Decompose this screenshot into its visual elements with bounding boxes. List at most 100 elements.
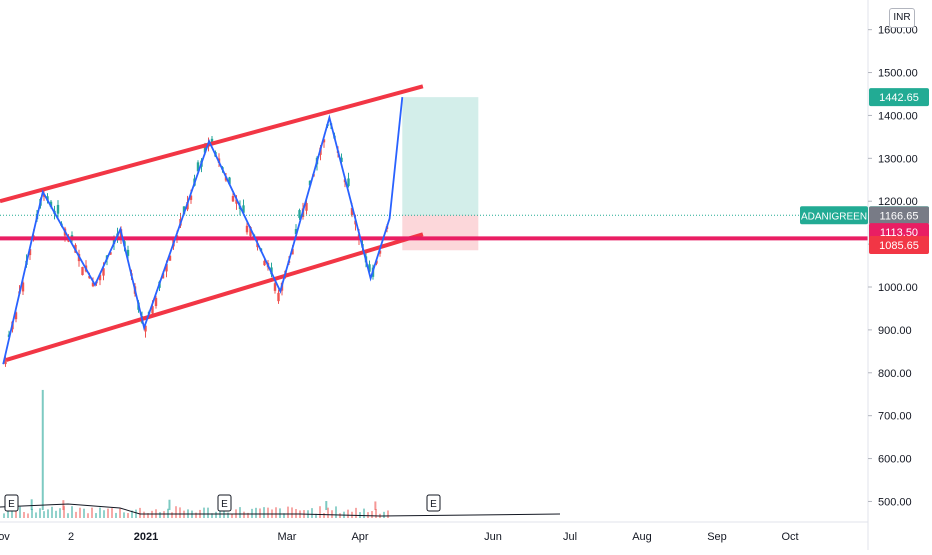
channel-lower-line xyxy=(5,232,424,362)
time-axis-label: 2021 xyxy=(134,531,158,543)
volume-bar xyxy=(347,509,349,518)
candle-body xyxy=(91,282,95,287)
candle-body xyxy=(249,227,252,236)
currency-label: INR xyxy=(893,12,911,23)
candle-body xyxy=(231,196,235,202)
volume-bar xyxy=(43,511,45,518)
volume-bar xyxy=(30,499,33,511)
volume-bar xyxy=(223,508,225,518)
price-tag-label: 1166.65 xyxy=(880,211,919,223)
candle-body xyxy=(168,255,172,261)
candle-body xyxy=(203,146,207,153)
time-axis-label: Mar xyxy=(278,531,297,543)
volume-bar xyxy=(287,506,289,518)
volume-bar xyxy=(15,508,17,518)
volume-bar xyxy=(319,506,321,518)
candle-body xyxy=(291,248,294,255)
volume-bar xyxy=(95,513,97,518)
volume-bar xyxy=(371,511,373,518)
candle-body xyxy=(322,139,326,143)
channel-upper-line xyxy=(0,84,424,204)
volume-bar xyxy=(7,507,9,518)
volume-bar xyxy=(107,508,109,518)
price-axis-label: 1000.00 xyxy=(878,282,918,294)
candle-body xyxy=(4,357,7,365)
volume-bar xyxy=(79,507,81,518)
volume-bar xyxy=(71,506,73,518)
candle-body xyxy=(151,306,154,314)
volume-bar xyxy=(135,509,137,518)
volume-bar xyxy=(255,507,257,518)
candle-body xyxy=(98,274,102,281)
volume-bar xyxy=(143,511,145,518)
symbol-badge xyxy=(800,206,868,225)
volume-bar xyxy=(374,501,377,511)
volume-bar xyxy=(123,512,125,518)
candle-body xyxy=(154,297,158,306)
candle-body xyxy=(235,199,238,204)
volume-bar xyxy=(367,512,369,518)
volume-bar xyxy=(263,507,265,518)
time-axis-label: Jun xyxy=(484,531,502,543)
candle-body xyxy=(126,249,130,256)
price-axis-label: 1200.00 xyxy=(878,196,918,208)
volume-bar xyxy=(63,506,65,518)
earnings-marker xyxy=(426,494,441,512)
volume-bar xyxy=(83,508,85,518)
earnings-marker xyxy=(4,494,19,512)
currency-badge[interactable]: INR xyxy=(889,8,915,28)
volume-bar xyxy=(279,508,281,518)
volume-bar xyxy=(55,510,57,518)
candle-body xyxy=(340,157,343,162)
volume-bar xyxy=(62,500,65,511)
volume-bar xyxy=(167,508,169,518)
candle-body xyxy=(28,249,32,256)
candle-body xyxy=(144,325,147,332)
price-tag xyxy=(869,235,929,254)
volume-bar xyxy=(175,506,177,518)
volume-bar xyxy=(211,513,213,518)
price-axis-label: 1500.00 xyxy=(878,68,918,80)
candle-body xyxy=(245,225,249,233)
candle-body xyxy=(14,312,18,320)
volume-bar xyxy=(207,507,209,518)
volume-bar xyxy=(103,510,105,518)
volume-bar xyxy=(325,501,328,511)
volume-bar xyxy=(3,513,5,518)
volume-bar xyxy=(335,506,337,518)
time-axis-label: Oct xyxy=(781,531,798,543)
volume-bar xyxy=(131,510,133,518)
price-tag-label: 1442.65 xyxy=(879,92,919,104)
volume-bar xyxy=(163,511,165,518)
volume-bar xyxy=(59,508,61,518)
volume-bar xyxy=(11,510,13,518)
volume-bar xyxy=(387,510,389,518)
candle-body xyxy=(210,138,214,145)
volume-bar xyxy=(111,508,113,518)
volume-bar xyxy=(31,508,33,518)
volume-bar xyxy=(315,513,317,518)
price-axis-label: 900.00 xyxy=(878,325,912,337)
time-axis-label: 2 xyxy=(68,531,74,543)
earnings-marker-label: E xyxy=(221,499,228,510)
candle-body xyxy=(196,162,200,172)
volume-bar xyxy=(283,513,285,518)
volume-bar xyxy=(219,508,221,518)
volume-bar xyxy=(291,507,293,518)
volume-bar xyxy=(115,512,117,518)
volume-bar xyxy=(159,512,161,518)
volume-bar xyxy=(99,507,101,518)
volume-bar xyxy=(27,513,29,518)
volume-bar xyxy=(39,508,41,518)
stop-zone xyxy=(402,215,479,251)
volume-bar xyxy=(127,513,129,518)
volume-bar xyxy=(383,511,385,518)
price-axis-label: 1400.00 xyxy=(878,110,918,122)
volume-bar xyxy=(19,506,21,518)
candle-body xyxy=(347,178,350,187)
price-axis-label: 800.00 xyxy=(878,368,912,380)
candle-body xyxy=(273,283,277,291)
candle-body xyxy=(182,206,186,215)
